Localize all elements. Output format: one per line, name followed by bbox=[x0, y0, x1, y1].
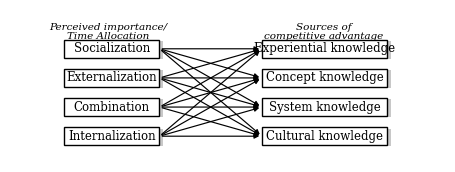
Text: Socialization: Socialization bbox=[74, 42, 150, 55]
Bar bbox=[64, 40, 159, 58]
Text: Experiential knowledge: Experiential knowledge bbox=[253, 42, 394, 55]
Bar bbox=[261, 127, 387, 145]
Text: Cultural knowledge: Cultural knowledge bbox=[266, 130, 382, 143]
Bar bbox=[67, 41, 163, 59]
Text: Time Allocation: Time Allocation bbox=[67, 32, 149, 41]
Bar bbox=[265, 129, 390, 147]
Bar bbox=[265, 99, 390, 117]
Text: Concept knowledge: Concept knowledge bbox=[265, 71, 383, 84]
Text: Combination: Combination bbox=[74, 101, 150, 114]
Text: Internalization: Internalization bbox=[68, 130, 155, 143]
Text: System knowledge: System knowledge bbox=[268, 101, 380, 114]
Bar bbox=[261, 98, 387, 116]
Bar bbox=[67, 99, 163, 117]
Bar bbox=[64, 127, 159, 145]
Bar bbox=[265, 70, 390, 88]
Bar bbox=[67, 70, 163, 88]
Text: Sources of: Sources of bbox=[295, 23, 351, 32]
Text: Perceived importance/: Perceived importance/ bbox=[49, 23, 167, 32]
Bar bbox=[64, 98, 159, 116]
Bar bbox=[261, 40, 387, 58]
Text: Externalization: Externalization bbox=[66, 71, 157, 84]
Bar bbox=[265, 41, 390, 59]
Text: competitive advantage: competitive advantage bbox=[263, 32, 383, 41]
Bar bbox=[64, 69, 159, 87]
Bar bbox=[67, 129, 163, 147]
Bar bbox=[261, 69, 387, 87]
